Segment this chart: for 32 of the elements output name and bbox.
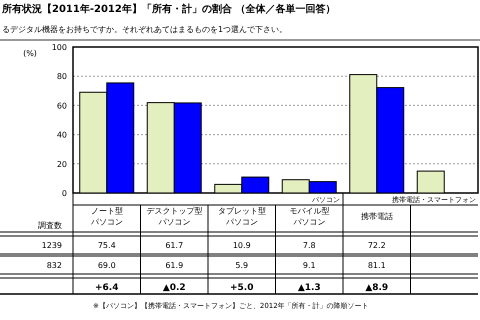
data-label: 61.9 (165, 261, 184, 270)
data-label: 10.9 (232, 241, 251, 250)
text: ▲1.3 (298, 283, 321, 293)
text: 1239 (42, 241, 62, 250)
text: ▲0.2 (162, 283, 186, 293)
y-tick-label: 20 (56, 160, 67, 169)
x-tick-label: 携帯電話 (360, 212, 393, 221)
y-tick-label: 100 (52, 43, 67, 52)
x-tick-label: ノート型パソコン (90, 206, 123, 226)
data-label: 7.8 (302, 241, 316, 250)
text: +5.0 (230, 283, 254, 293)
data-label: 61.7 (165, 241, 184, 250)
y-tick-label: 40 (56, 130, 67, 140)
x-tick-label: タブレット型パソコン (218, 206, 266, 226)
y-tick-label: 60 (56, 101, 67, 110)
text: 832 (46, 261, 62, 270)
data-label: 5.9 (235, 261, 248, 270)
data-label: 81.1 (368, 261, 386, 270)
text: ▲8.9 (365, 283, 388, 293)
chart-subtitle: るデジタル機器をお持ちですか。それぞれあてはまるものを1つ選んで下さい。 (2, 25, 288, 34)
data-label: 9.1 (302, 261, 316, 270)
y-axis-title: (%) (23, 49, 37, 58)
text: 調査数 (38, 221, 62, 230)
data-label: 75.4 (98, 241, 116, 250)
chart-title: 所有状況【2011年-2012年】「所有・計」の割合 （全体／各単一回答） (1, 3, 336, 15)
y-tick-label: 0 (62, 189, 67, 198)
y-tick-label: 80 (56, 72, 67, 82)
data-label: 69.0 (98, 261, 116, 270)
text: +6.4 (95, 283, 118, 293)
data-label: 72.2 (368, 241, 386, 250)
x-tick-label: モバイル型パソコン (289, 206, 330, 226)
x-tick-label: デスクトップ型パソコン (146, 206, 202, 226)
